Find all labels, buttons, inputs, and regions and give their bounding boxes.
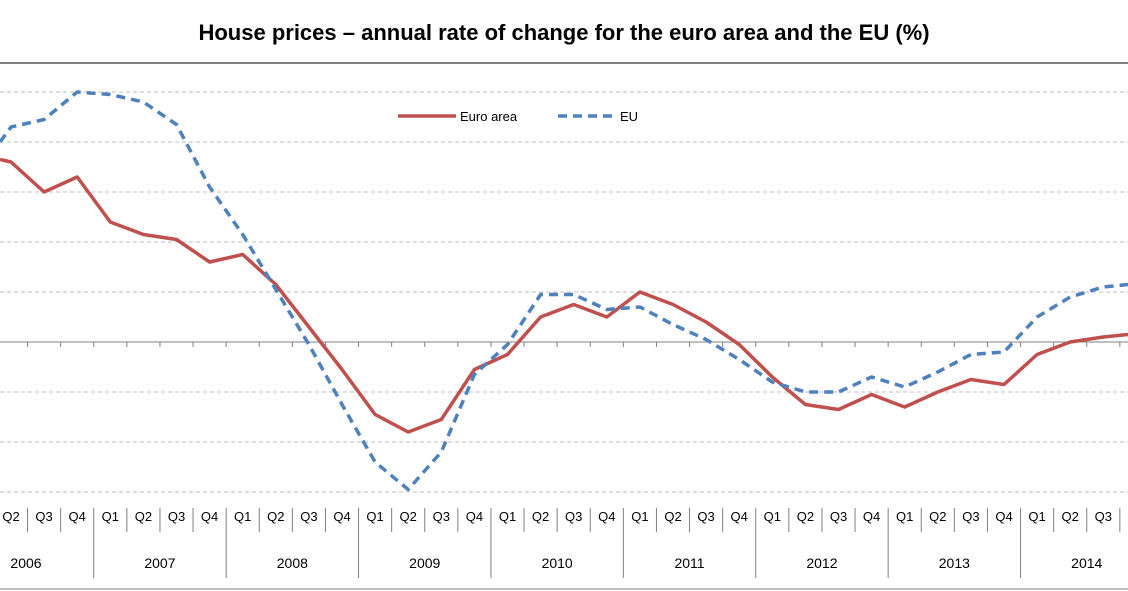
quarter-tick-label: Q2	[135, 509, 152, 524]
quarter-tick-label: Q1	[896, 509, 913, 524]
quarter-tick-label: Q2	[1062, 509, 1079, 524]
quarter-tick-label: Q3	[962, 509, 979, 524]
quarter-tick-label: Q2	[532, 509, 549, 524]
quarter-tick-label: Q4	[201, 509, 218, 524]
quarter-tick-label: Q2	[664, 509, 681, 524]
quarter-tick-label: Q1	[102, 509, 119, 524]
year-tick-label: 2010	[542, 555, 573, 571]
year-tick-label: 2006	[10, 555, 41, 571]
quarter-tick-label: Q2	[2, 509, 19, 524]
quarter-tick-label: Q1	[631, 509, 648, 524]
chart-title: House prices – annual rate of change for…	[198, 20, 930, 45]
quarter-tick-label: Q3	[830, 509, 847, 524]
quarter-tick-label: Q3	[1095, 509, 1112, 524]
legend: Euro area EU	[398, 109, 638, 124]
quarter-tick-label: Q1	[764, 509, 781, 524]
quarter-tick-label: Q2	[267, 509, 284, 524]
year-tick-label: 2007	[144, 555, 175, 571]
legend-label: Euro area	[460, 109, 518, 124]
quarter-tick-label: Q4	[333, 509, 350, 524]
quarter-tick-label: Q3	[35, 509, 52, 524]
year-tick-label: 2008	[277, 555, 308, 571]
quarter-tick-label: Q4	[731, 509, 748, 524]
year-tick-label: 2011	[674, 555, 704, 571]
quarter-tick-label: Q1	[1028, 509, 1045, 524]
quarter-tick-label: Q4	[69, 509, 86, 524]
year-tick-label: 2013	[939, 555, 970, 571]
quarter-tick-label: Q3	[300, 509, 317, 524]
series-lines	[0, 90, 1128, 492]
quarter-tick-label: Q3	[168, 509, 185, 524]
quarter-tick-label: Q4	[598, 509, 615, 524]
quarter-tick-label: Q1	[234, 509, 251, 524]
year-tick-label: 2012	[806, 555, 837, 571]
quarter-tick-label: Q2	[929, 509, 946, 524]
quarter-tick-label: Q4	[466, 509, 483, 524]
quarter-tick-label: Q3	[697, 509, 714, 524]
quarter-tick-label: Q1	[366, 509, 383, 524]
quarter-tick-label: Q2	[400, 509, 417, 524]
series-line-eu	[0, 90, 1128, 492]
quarter-tick-label: Q4	[863, 509, 880, 524]
year-tick-label: 2009	[409, 555, 440, 571]
quarter-tick-label: Q2	[797, 509, 814, 524]
year-tick-label: 2014	[1071, 555, 1102, 571]
series-line-euro-area	[0, 157, 1128, 434]
quarter-tick-label: Q3	[433, 509, 450, 524]
quarter-tick-label: Q3	[565, 509, 582, 524]
legend-label: EU	[620, 109, 638, 124]
quarter-tick-label: Q4	[995, 509, 1012, 524]
x-axis: Q1 Q2 Q3 Q4 Q1 Q2 Q3 Q4 Q1 Q2 Q3 Q4 Q1 Q2 Q3 Q4 Q1 Q2 Q3 Q4…	[0, 341, 1128, 590]
grid-lines	[0, 62, 1128, 493]
quarter-tick-label: Q1	[499, 509, 516, 524]
